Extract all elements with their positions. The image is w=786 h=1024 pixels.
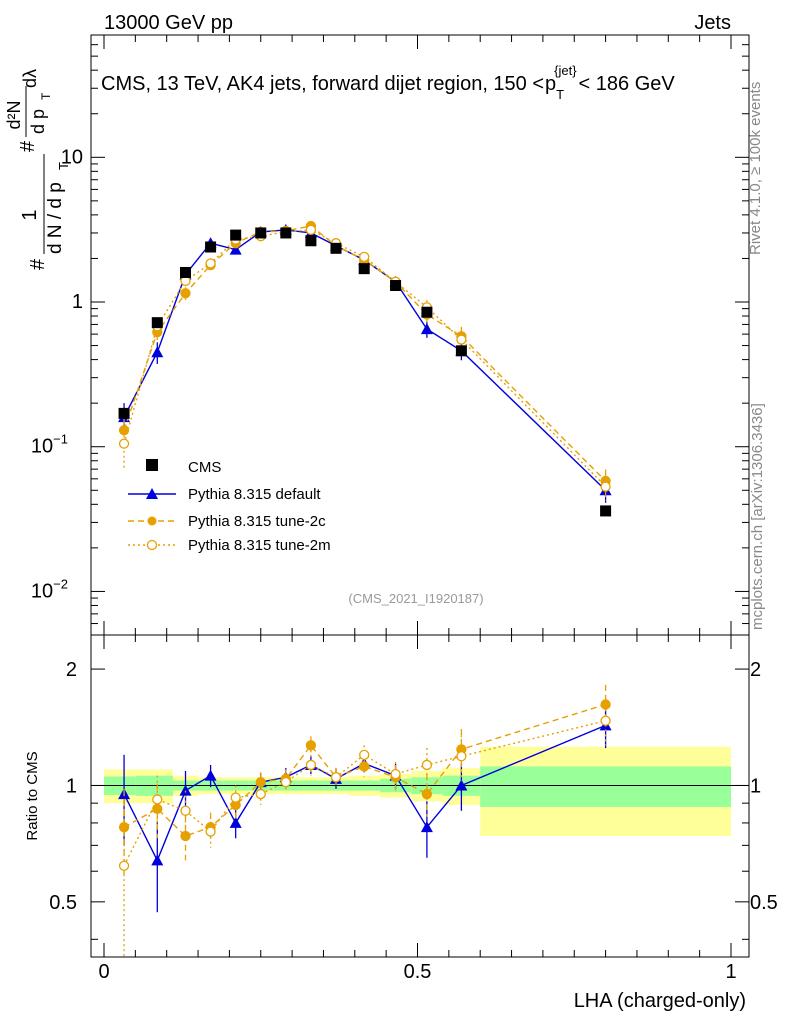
main-point — [456, 334, 467, 345]
y-axis-label: # 1 d N / d p T # d²N d p T dλ — [4, 69, 71, 270]
plot-title: CMS, 13 TeV, AK4 jets, forward dijet reg… — [101, 63, 675, 102]
cms-point — [421, 306, 433, 318]
ratio-y-tick-label: 2 — [66, 659, 77, 681]
legend-label-cms: CMS — [188, 459, 221, 476]
ratio-line-3 — [123, 720, 606, 867]
ratio-point — [229, 816, 242, 828]
main-point — [180, 288, 191, 299]
ratio-point — [305, 740, 317, 751]
ratio-point — [118, 822, 130, 833]
legend-label-tune2m: Pythia 8.315 tune-2m — [188, 537, 331, 554]
site-label: mcplots.cern.ch [arXiv:1306.3436] — [749, 403, 766, 630]
ratio-point — [600, 715, 611, 726]
legend: CMS Pythia 8.315 default Pythia 8.315 tu… — [128, 459, 331, 554]
svg-text:d p: d p — [28, 109, 48, 134]
main-point — [151, 346, 164, 358]
ratio-point — [151, 854, 164, 866]
cms-point — [455, 345, 467, 357]
energy-label: 13000 GeV pp — [104, 12, 233, 34]
legend-marker-tune2c — [147, 516, 157, 526]
legend-label-tune2c: Pythia 8.315 tune-2c — [188, 513, 326, 530]
y-tick-label: 10−2 — [31, 576, 68, 602]
ratio-point — [421, 788, 433, 800]
x-tick-label: 1 — [725, 961, 736, 983]
ratio-point — [204, 769, 217, 781]
rivet-label: Rivet 4.1.0, ≥ 100k events — [747, 82, 764, 255]
band-inner — [480, 766, 731, 807]
ratio-point — [118, 860, 130, 871]
ratio-point — [179, 784, 192, 796]
ratio-point — [255, 776, 266, 788]
ratio-point — [280, 776, 291, 788]
ratio-y-tick-label: 0.5 — [750, 892, 778, 914]
main-point — [305, 224, 317, 236]
ratio-axis-label: Ratio to CMS — [24, 751, 41, 840]
ratio-line-1 — [123, 724, 606, 863]
ratio-y-tick-label: 0.5 — [49, 892, 77, 914]
ratio-point — [152, 794, 163, 805]
ratio-y-tick-label: 1 — [66, 775, 77, 797]
ratio-point — [330, 772, 342, 783]
ratio-point — [421, 759, 433, 771]
ratio-point — [180, 830, 191, 842]
main-point — [420, 323, 433, 335]
y-tick-label: 10 — [61, 146, 83, 168]
cms-point — [390, 280, 402, 292]
cms-point — [600, 505, 612, 517]
cms-point — [205, 241, 217, 253]
cms-point — [230, 229, 242, 241]
ratio-point — [359, 761, 370, 772]
cms-point — [255, 227, 267, 239]
y-tick-label: 1 — [72, 291, 83, 313]
ratio-point — [205, 826, 216, 837]
ratio-point — [305, 759, 317, 771]
ratio-point — [455, 779, 468, 791]
cms-point — [280, 227, 292, 239]
ratio-point — [456, 751, 467, 762]
ratio-y-tick-label: 2 — [750, 659, 761, 681]
svg-text:dλ: dλ — [20, 69, 40, 88]
ratio-panel: 0 0.5 1 0.5 0.5 1 1 2 2 — [49, 634, 778, 983]
cms-point — [358, 263, 370, 275]
ratio-point — [180, 805, 191, 816]
svg-text:#: # — [17, 140, 39, 152]
x-tick-label: 0.5 — [404, 961, 432, 983]
analysis-id: (CMS_2021_I1920187) — [348, 591, 483, 606]
cms-point — [151, 317, 163, 329]
svg-text:#: # — [27, 258, 49, 270]
category-label: Jets — [694, 12, 731, 34]
svg-text:T: T — [39, 92, 53, 100]
x-tick-label: 0 — [98, 961, 109, 983]
main-point — [229, 243, 242, 255]
svg-text:d²N: d²N — [4, 100, 24, 129]
ratio-point — [359, 749, 370, 760]
ratio-point — [390, 768, 401, 780]
cms-point — [305, 235, 317, 247]
legend-label-default: Pythia 8.315 default — [188, 486, 321, 503]
x-axis-label: LHA (charged-only) — [574, 990, 746, 1012]
cms-point — [118, 407, 130, 419]
main-point — [205, 258, 216, 269]
ratio-y-tick-label: 1 — [750, 775, 761, 797]
y-tick-label: 10−1 — [31, 432, 68, 458]
ratio-point — [230, 792, 241, 803]
cms-point — [180, 266, 192, 278]
svg-text:d N / d p: d N / d p — [45, 182, 66, 254]
ratio-frame — [90, 634, 750, 958]
main-point — [118, 438, 130, 449]
legend-marker-tune2m — [146, 539, 158, 551]
main-point — [600, 481, 611, 492]
legend-marker-default — [146, 488, 158, 499]
legend-marker-cms — [146, 459, 158, 471]
ratio-point — [255, 788, 266, 800]
svg-text:T: T — [56, 162, 71, 170]
main-point — [359, 251, 370, 263]
svg-text:1: 1 — [19, 209, 41, 220]
cms-point — [330, 242, 342, 254]
main-panel: 10−2 10−1 1 10 — [31, 34, 750, 636]
ratio-point — [420, 821, 433, 833]
